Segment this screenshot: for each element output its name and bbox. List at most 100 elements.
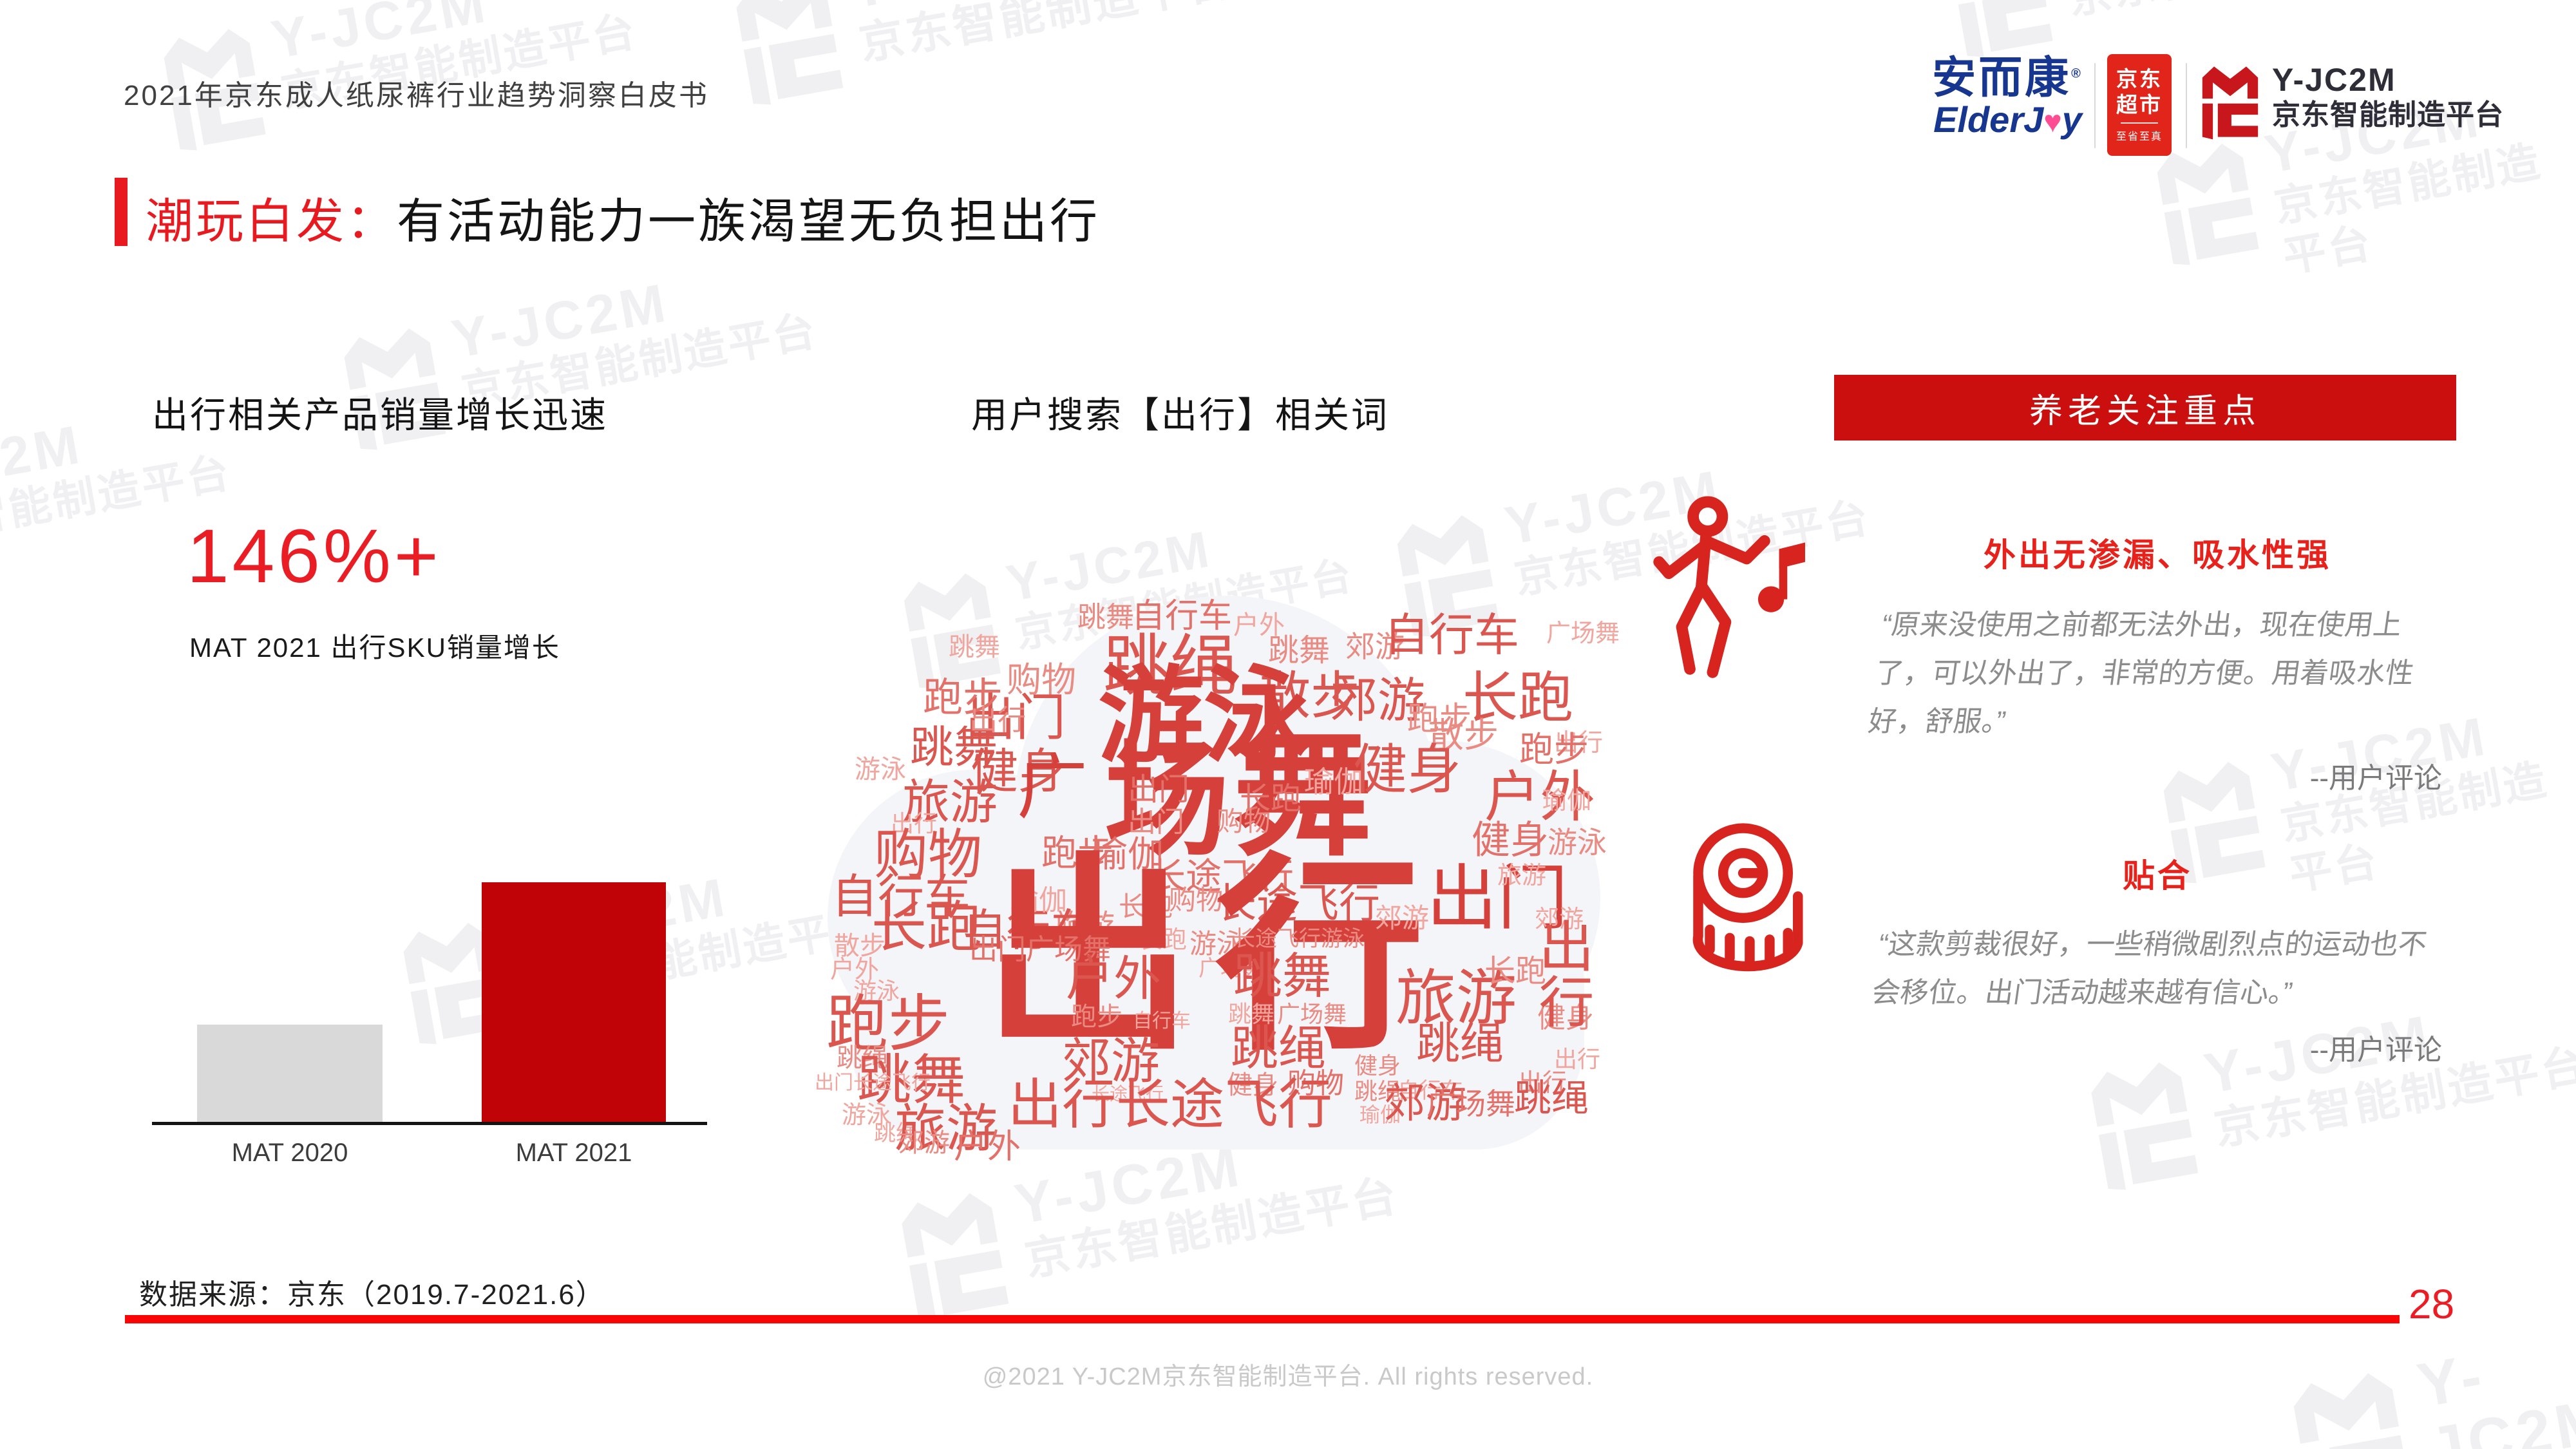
wordcloud-word: 健身 (1227, 1071, 1278, 1099)
wordcloud-word: 散步 (1429, 716, 1499, 755)
wordcloud-word: 长途飞行游泳 (1233, 927, 1365, 951)
wordcloud-word: 长途飞行 (1215, 880, 1380, 927)
wordcloud-word: 瑜伽 (1092, 834, 1164, 875)
wordcloud-word: 自行车 (831, 871, 971, 923)
wordcloud-word: 郊游 (1384, 1080, 1466, 1126)
wordcloud-word: 游泳 (1189, 929, 1244, 959)
wordcloud-word: 旅游 (1396, 964, 1517, 1032)
bar-mat-2021 (482, 882, 666, 1122)
quote2-text: “这款剪裁很好，一些稍微剧烈点的运动也不会移位。出门活动越来越有信心。” (1870, 929, 2429, 1009)
jc2m-name: Y-JC2M (2272, 62, 2396, 98)
elderjoy-logo: 安而康® ElderJ♥y (1926, 55, 2090, 139)
wordcloud-word: 出行 (1530, 918, 1592, 1028)
wordcloud-word: 跑步 (1519, 730, 1589, 769)
quote1-attribution: --用户评论 (2309, 762, 2442, 795)
wordcloud-word: 自行车 (963, 906, 1095, 955)
jd-logo-line2: 超市 (2116, 93, 2163, 117)
wordcloud-word: 长跑 (1484, 954, 1547, 989)
quote1-block: “原来没使用之前都无法外出，现在使用上了，可以外出了，非常的方便。用着吸水性好，… (1866, 601, 2442, 803)
wordcloud-word: 购物 (1169, 885, 1224, 915)
wordcloud-word: 出行长途飞行 (1008, 1074, 1333, 1135)
wordcloud-word: 游泳 (1548, 826, 1607, 859)
wordcloud-word: 跳舞 (910, 723, 998, 772)
middle-section-heading: 用户搜索【出行】相关词 (971, 395, 1389, 435)
logo-divider (2094, 63, 2096, 148)
wordcloud-word: 跳舞 (857, 1050, 966, 1110)
wordcloud-word: 购物 (1287, 1068, 1344, 1099)
wordcloud-word: 瑜伽 (1359, 1103, 1401, 1126)
wordcloud-word: 广场舞 (1546, 620, 1620, 647)
wordcloud-word: 健身 (971, 744, 1066, 798)
data-source-note: 数据来源：京东（2019.7-2021.6） (139, 1279, 605, 1311)
bar-mat-2020 (197, 1025, 383, 1122)
measuring-tape-icon (1692, 823, 1803, 972)
wordcloud-word: 游泳 (842, 1102, 891, 1129)
wordcloud-word: 长途飞行 (1150, 856, 1294, 896)
wordcloud: 跳舞 自行车 户外 跳绳 购物 出门 跳舞 散步 郊游 郊游 跑步 自行车 广场舞 游泳 长跑 散步 出行 跑步户… (815, 596, 1620, 1166)
wordcloud-word: 长跑 (1138, 927, 1188, 954)
wordcloud-word: 购物 (874, 824, 983, 885)
wordcloud-word: 郊游 (1330, 674, 1425, 727)
wordcloud-word: 购物 (1007, 661, 1076, 699)
wordcloud-word: 广场舞 (1426, 1087, 1515, 1121)
quote2-block: “这款剪裁很好，一些稍微剧烈点的运动也不会移位。出门活动越来越有信心。” --用… (1870, 921, 2442, 1074)
wordcloud-word: 长跑 (1463, 667, 1573, 729)
wordcloud-word: 跑步 (923, 676, 1003, 720)
wordcloud-word: 出门 (1128, 806, 1184, 838)
jd-supermarket-logo: 京东 超市 至省至真 (2107, 54, 2172, 156)
wordcloud-word: 健身 (1354, 1052, 1401, 1079)
wordcloud-word: 长途飞行 (1092, 1084, 1164, 1104)
page-number: 28 (2409, 1281, 2455, 1327)
growth-caption: MAT 2021 出行SKU销量增长 (189, 632, 560, 663)
page-title: 潮玩白发：有活动能力一族渴望无负担出行 (146, 183, 1100, 252)
wordcloud-word: 出门广场舞 (969, 934, 1111, 965)
wordcloud-word: 跑步 (1041, 833, 1113, 873)
wordcloud-word: 跑步 (826, 990, 950, 1059)
wordcloud-word: 旅游 (1053, 909, 1115, 943)
right-section-banner: 养老关注重点 (1834, 375, 2456, 440)
jc2m-logo-icon (2202, 66, 2259, 140)
wordcloud-word: 长跑 (871, 896, 982, 958)
wordcloud-word: 健身 (1472, 819, 1549, 862)
wordcloud-word: 郊游 (1345, 630, 1405, 663)
wordcloud-word: 出门 (965, 689, 1066, 746)
wordcloud-word: 户外 (954, 1128, 1021, 1166)
wordcloud-word: 跳绳 (874, 1121, 918, 1146)
wordcloud-word: 出行 (969, 705, 1026, 736)
bar-chart (152, 817, 707, 1125)
wordcloud-word: 出行 (983, 840, 1447, 1074)
wordcloud-word: 游泳 (855, 755, 906, 784)
wordcloud-word: 旅游 (1497, 862, 1547, 889)
wordcloud-word: 郊游 (1375, 903, 1430, 933)
dancing-person-icon (1653, 496, 1805, 678)
quote2-heading: 贴合 (2123, 858, 2192, 894)
wordcloud-word: 出行 (1554, 730, 1604, 757)
wordcloud-word: 自行车 (1133, 1010, 1191, 1032)
wordcloud-word: 健身 (1537, 1002, 1594, 1034)
wordcloud-word: 长跑 (1240, 782, 1302, 816)
wordcloud-word: 广场舞 (1277, 1001, 1347, 1027)
wordcloud-words: 跳舞 自行车 户外 跳绳 购物 出门 跳舞 散步 郊游 郊游 跑步 自行车 广场舞 游泳 长跑 散步 出行 跑步户… (815, 596, 1620, 1166)
wordcloud-word: 出行 (1554, 1046, 1601, 1072)
elderjoy-logo-cn: 安而康® (1932, 53, 2083, 102)
title-accent-bar (115, 178, 128, 246)
quote2-attribution: --用户评论 (2309, 1034, 2442, 1066)
wordcloud-word: 游泳 (1098, 658, 1310, 775)
wordcloud-word: 跑步 (1071, 1003, 1122, 1031)
footer-accent-line (125, 1315, 2400, 1323)
jc2m-subtitle: 京东智能制造平台 (2272, 99, 2504, 131)
wordcloud-word: 出门 (1426, 859, 1568, 938)
wordcloud-word: 健身 (1353, 739, 1462, 800)
jd-logo-slogan: 至省至真 (2116, 131, 2163, 142)
wordcloud-word: 舞 (1233, 716, 1373, 872)
registered-mark: ® (2071, 66, 2083, 81)
wordcloud-word: 自行车 (1384, 610, 1519, 660)
wordcloud-word: 郊游 (898, 1129, 950, 1157)
wordcloud-word: 跳舞 (1233, 949, 1331, 1004)
wordcloud-word: 跳绳 (1416, 1019, 1504, 1068)
wordcloud-word: 跳舞 (1228, 1001, 1275, 1027)
wordcloud-word: 旅游 (895, 1100, 998, 1157)
wordcloud-word: 广 (1017, 748, 1088, 828)
wordcloud-word: 户外 (830, 956, 880, 983)
